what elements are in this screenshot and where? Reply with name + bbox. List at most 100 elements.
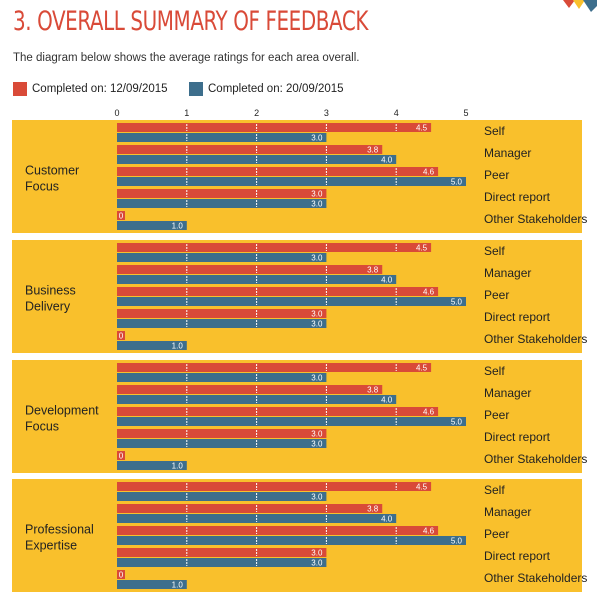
legend-swatch-red [13,82,27,96]
category-label: Self [484,124,505,138]
bar [117,439,327,448]
data-label: 3.8 [367,146,379,155]
bar [117,363,432,372]
bar [117,536,466,545]
bar [117,177,466,186]
data-label: 3.0 [311,430,323,439]
data-label: 4.6 [423,527,435,536]
group-label: Professional [25,523,94,537]
data-label: 3.0 [311,440,323,449]
page-subtitle: The diagram below shows the average rati… [13,52,360,64]
bar [117,461,187,470]
data-label: 4.5 [416,124,428,133]
zero-marker [117,331,125,340]
category-label: Direct report [484,430,551,444]
data-label: 1.0 [172,342,184,351]
x-tick-label: 2 [254,108,259,118]
zero-marker [117,211,125,220]
category-label: Manager [484,505,531,519]
bar [117,548,327,557]
data-label: 3.8 [367,386,379,395]
data-label: 3.0 [311,310,323,319]
bar [117,385,383,394]
x-tick-label: 5 [463,108,468,118]
legend-label: Completed on: 20/09/2015 [208,83,344,95]
category-label: Other Stakeholders [484,212,587,226]
category-label: Self [484,364,505,378]
data-label: 5.0 [451,418,463,427]
bar [117,341,187,350]
data-label: 0 [119,332,124,341]
category-label: Direct report [484,310,551,324]
group-label: Business [25,284,76,298]
category-label: Peer [484,527,509,541]
bar [117,221,187,230]
data-label: 5.0 [451,537,463,546]
group-label: Development [25,404,99,418]
bar [117,297,466,306]
data-label: 0 [119,452,124,461]
data-label: 5.0 [451,178,463,187]
bar [117,504,383,513]
category-label: Direct report [484,549,551,563]
data-label: 3.0 [311,200,323,209]
category-label: Manager [484,266,531,280]
data-label: 1.0 [172,462,184,471]
data-label: 3.0 [311,374,323,383]
bar [117,287,439,296]
bar [117,492,327,501]
bar [117,373,327,382]
bar [117,189,327,198]
data-label: 4.0 [381,276,393,285]
bar [117,123,432,132]
category-label: Peer [484,408,509,422]
bar [117,580,187,589]
data-label: 5.0 [451,298,463,307]
legend-swatch-blue [189,82,203,96]
bar [117,319,327,328]
group-label: Focus [25,180,59,194]
data-label: 4.0 [381,515,393,524]
category-label: Peer [484,288,509,302]
data-label: 4.6 [423,168,435,177]
category-label: Manager [484,146,531,160]
category-label: Direct report [484,190,551,204]
bar [117,199,327,208]
bar [117,482,432,491]
group-label: Customer [25,164,79,178]
data-label: 0 [119,571,124,580]
bar [117,417,466,426]
x-tick-label: 3 [324,108,329,118]
bar [117,265,383,274]
bar [117,429,327,438]
x-tick-label: 1 [184,108,189,118]
category-label: Self [484,483,505,497]
category-label: Other Stakeholders [484,571,587,585]
legend-item-series-1: Completed on: 12/09/2015 [13,81,168,97]
bar [117,407,439,416]
zero-marker [117,451,125,460]
legend-item-series-2: Completed on: 20/09/2015 [189,81,344,97]
data-label: 3.0 [311,559,323,568]
bar [117,167,439,176]
data-label: 3.0 [311,190,323,199]
bar [117,133,327,142]
bar [117,309,327,318]
category-label: Other Stakeholders [484,452,587,466]
bar [117,558,327,567]
data-label: 4.5 [416,483,428,492]
x-tick-label: 4 [394,108,399,118]
bar [117,145,383,154]
category-label: Other Stakeholders [484,332,587,346]
data-label: 4.0 [381,396,393,405]
data-label: 3.0 [311,549,323,558]
data-label: 4.5 [416,364,428,373]
x-tick-label: 0 [114,108,119,118]
data-label: 1.0 [172,581,184,590]
data-label: 4.0 [381,156,393,165]
bar [117,526,439,535]
data-label: 3.0 [311,254,323,263]
bar [117,243,432,252]
group-label: Expertise [25,539,77,553]
